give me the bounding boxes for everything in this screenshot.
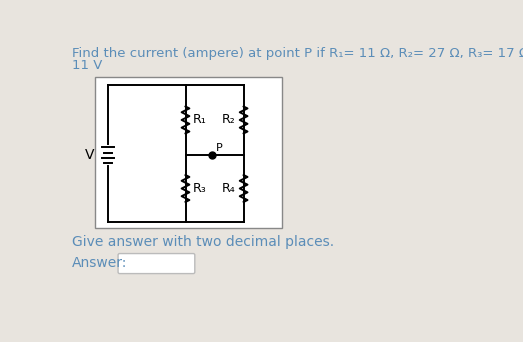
FancyBboxPatch shape — [118, 253, 195, 274]
Text: 11 V: 11 V — [72, 59, 102, 72]
Text: Find the current (ampere) at point P if R₁= 11 Ω, R₂= 27 Ω, R₃= 17 Ω,R₄= 43 Ω, V: Find the current (ampere) at point P if … — [72, 47, 523, 60]
Text: Give answer with two decimal places.: Give answer with two decimal places. — [72, 235, 334, 249]
Bar — [95, 77, 282, 228]
Text: R₂: R₂ — [222, 114, 236, 127]
Text: R₄: R₄ — [222, 182, 236, 195]
Text: P: P — [215, 143, 222, 154]
Text: Answer:: Answer: — [72, 256, 127, 270]
Text: R₃: R₃ — [194, 182, 207, 195]
Text: R₁: R₁ — [194, 114, 207, 127]
Text: V: V — [85, 148, 94, 162]
